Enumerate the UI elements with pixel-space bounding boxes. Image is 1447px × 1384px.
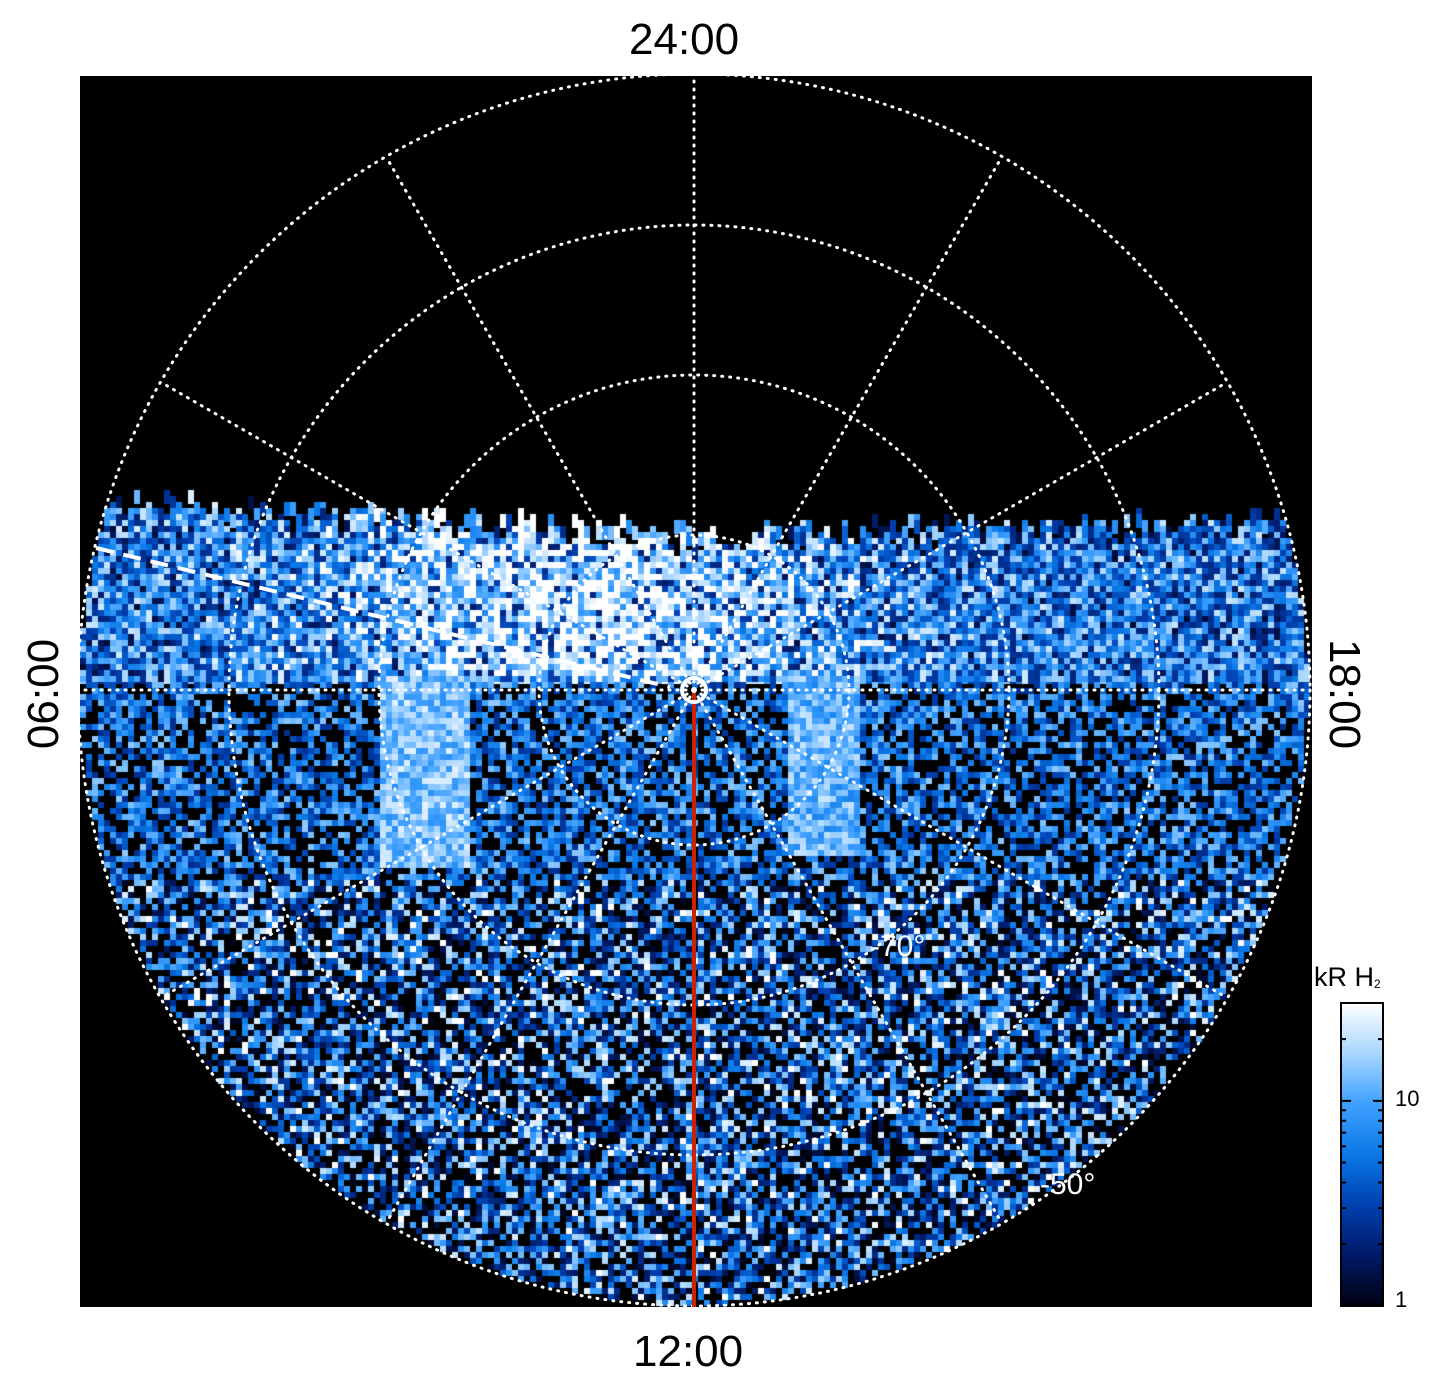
local-time-label-top: 24:00 [629,15,740,64]
colorbar [1340,1002,1384,1307]
meridian-line [692,380,1229,692]
terminator-line [95,546,671,689]
latitude-label-70: -70° [870,930,925,963]
meridian-line [692,688,1229,1000]
colorbar-tick-label-10: 10 [1395,1086,1420,1111]
meridian-line [692,155,1004,692]
latitude-label-50: -50° [1040,1168,1095,1201]
meridian-line [692,688,1004,1225]
polar-projection-plot: -70° -50° [80,76,1312,1307]
meridian-line [159,380,696,692]
local-time-label-bottom: 12:00 [633,1327,744,1376]
colorbar-gradient [1340,1002,1384,1307]
local-time-label-right: 18:00 [1320,638,1369,750]
meridian-line [159,688,696,1000]
colorbar-title: kR H2 [1314,962,1381,992]
latitude-circle [537,533,851,847]
meridian-line [384,688,696,1225]
pole-marker-dot [691,687,697,693]
pole-marker [680,676,708,704]
colorbar-fill [1340,1002,1384,1307]
meridian-line [384,155,696,692]
grid-overlay: -70° -50° [80,76,1312,1307]
local-time-label-left: 06:00 [19,638,68,750]
colorbar-tick-label-1: 1 [1395,1287,1408,1312]
